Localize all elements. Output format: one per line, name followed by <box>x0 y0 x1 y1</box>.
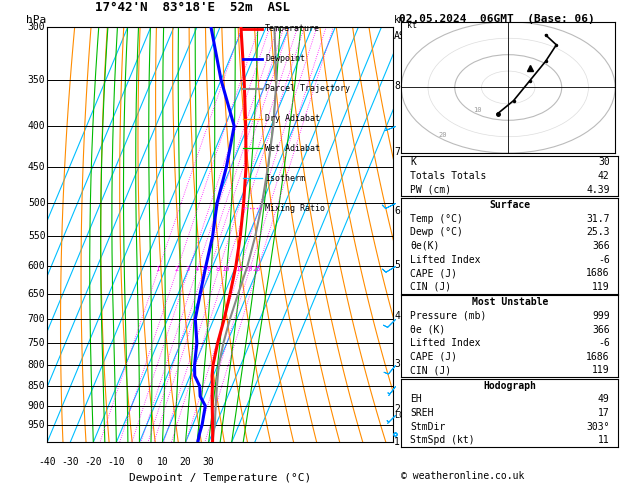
Text: 999: 999 <box>592 311 610 321</box>
Text: 42: 42 <box>598 171 610 181</box>
Text: 2: 2 <box>174 266 179 272</box>
Text: 3: 3 <box>394 359 400 368</box>
Text: kt: kt <box>407 21 416 31</box>
Text: StmSpd (kt): StmSpd (kt) <box>410 435 475 445</box>
Text: LCL: LCL <box>394 411 409 420</box>
Text: Dewpoint: Dewpoint <box>265 54 305 63</box>
Text: CAPE (J): CAPE (J) <box>410 268 457 278</box>
Text: CAPE (J): CAPE (J) <box>410 352 457 362</box>
Text: 350: 350 <box>28 75 45 85</box>
Text: 6: 6 <box>394 206 400 216</box>
Text: 303°: 303° <box>586 422 610 432</box>
Text: 500: 500 <box>28 198 45 208</box>
Text: 4: 4 <box>194 266 199 272</box>
Text: Mixing Ratio (g/kg): Mixing Ratio (g/kg) <box>416 179 426 290</box>
Text: 30: 30 <box>203 457 214 467</box>
Text: 600: 600 <box>28 261 45 271</box>
Text: ASL: ASL <box>394 31 412 41</box>
Text: 49: 49 <box>598 395 610 404</box>
Text: 25.3: 25.3 <box>586 227 610 237</box>
Text: 20: 20 <box>439 132 447 138</box>
Text: 400: 400 <box>28 121 45 131</box>
Text: 02.05.2024  06GMT  (Base: 06): 02.05.2024 06GMT (Base: 06) <box>399 14 595 24</box>
Text: 11: 11 <box>598 435 610 445</box>
Text: 17: 17 <box>598 408 610 418</box>
Text: 300: 300 <box>28 22 45 32</box>
Text: 550: 550 <box>28 231 45 241</box>
Text: 20: 20 <box>180 457 191 467</box>
Text: SREH: SREH <box>410 408 433 418</box>
Text: 10: 10 <box>474 107 482 113</box>
Text: θe (K): θe (K) <box>410 325 445 334</box>
Text: 8: 8 <box>394 81 400 91</box>
Text: 650: 650 <box>28 289 45 298</box>
Text: K: K <box>410 157 416 167</box>
Text: 4.39: 4.39 <box>586 185 610 194</box>
Text: CIN (J): CIN (J) <box>410 365 451 375</box>
Text: 7: 7 <box>394 147 400 157</box>
Text: 3: 3 <box>186 266 190 272</box>
Text: Temperature: Temperature <box>265 24 320 34</box>
Text: 850: 850 <box>28 381 45 391</box>
Text: Dewp (°C): Dewp (°C) <box>410 227 463 237</box>
Text: km: km <box>394 15 406 25</box>
Text: 31.7: 31.7 <box>586 214 610 224</box>
Text: Pressure (mb): Pressure (mb) <box>410 311 486 321</box>
Text: Lifted Index: Lifted Index <box>410 338 481 348</box>
Text: 15: 15 <box>235 266 243 272</box>
Text: 1: 1 <box>155 266 160 272</box>
Text: θe(K): θe(K) <box>410 241 440 251</box>
Text: 119: 119 <box>592 365 610 375</box>
Text: Mixing Ratio: Mixing Ratio <box>265 204 325 213</box>
Text: StmDir: StmDir <box>410 422 445 432</box>
Text: Lifted Index: Lifted Index <box>410 255 481 264</box>
Text: Parcel Trajectory: Parcel Trajectory <box>265 84 350 93</box>
Text: 1: 1 <box>394 437 400 447</box>
Text: Hodograph: Hodograph <box>483 381 537 391</box>
Text: Isotherm: Isotherm <box>265 174 305 183</box>
Text: 1686: 1686 <box>586 352 610 362</box>
Text: 10: 10 <box>157 457 169 467</box>
Text: 30: 30 <box>598 157 610 167</box>
Text: 25: 25 <box>253 266 261 272</box>
Text: 2: 2 <box>394 404 400 414</box>
Text: 8: 8 <box>216 266 220 272</box>
Text: 20: 20 <box>245 266 253 272</box>
Text: © weatheronline.co.uk: © weatheronline.co.uk <box>401 471 525 481</box>
Text: 950: 950 <box>28 419 45 430</box>
Text: 17°42'N  83°18'E  52m  ASL: 17°42'N 83°18'E 52m ASL <box>95 1 290 14</box>
Text: 366: 366 <box>592 241 610 251</box>
Text: CIN (J): CIN (J) <box>410 282 451 292</box>
Text: -10: -10 <box>108 457 125 467</box>
Text: Most Unstable: Most Unstable <box>472 297 548 307</box>
Text: -30: -30 <box>62 457 79 467</box>
Text: PW (cm): PW (cm) <box>410 185 451 194</box>
Text: Totals Totals: Totals Totals <box>410 171 486 181</box>
Text: -40: -40 <box>38 457 56 467</box>
Text: Temp (°C): Temp (°C) <box>410 214 463 224</box>
Text: -20: -20 <box>84 457 102 467</box>
Text: 900: 900 <box>28 401 45 411</box>
Text: 10: 10 <box>221 266 230 272</box>
Text: 700: 700 <box>28 314 45 324</box>
Text: Dewpoint / Temperature (°C): Dewpoint / Temperature (°C) <box>129 473 311 484</box>
Text: -6: -6 <box>598 255 610 264</box>
Text: 450: 450 <box>28 162 45 172</box>
Text: 5: 5 <box>201 266 206 272</box>
Text: 0: 0 <box>136 457 142 467</box>
Text: 6: 6 <box>207 266 211 272</box>
Text: hPa: hPa <box>26 15 47 25</box>
Text: 1686: 1686 <box>586 268 610 278</box>
Text: Dry Adiabat: Dry Adiabat <box>265 114 320 123</box>
Text: 750: 750 <box>28 338 45 348</box>
Text: 5: 5 <box>394 260 400 270</box>
Text: 366: 366 <box>592 325 610 334</box>
Text: EH: EH <box>410 395 421 404</box>
Text: Surface: Surface <box>489 200 530 210</box>
Text: -6: -6 <box>598 338 610 348</box>
Text: 4: 4 <box>394 311 400 321</box>
Text: 800: 800 <box>28 360 45 370</box>
Text: 119: 119 <box>592 282 610 292</box>
Text: Wet Adiabat: Wet Adiabat <box>265 144 320 153</box>
